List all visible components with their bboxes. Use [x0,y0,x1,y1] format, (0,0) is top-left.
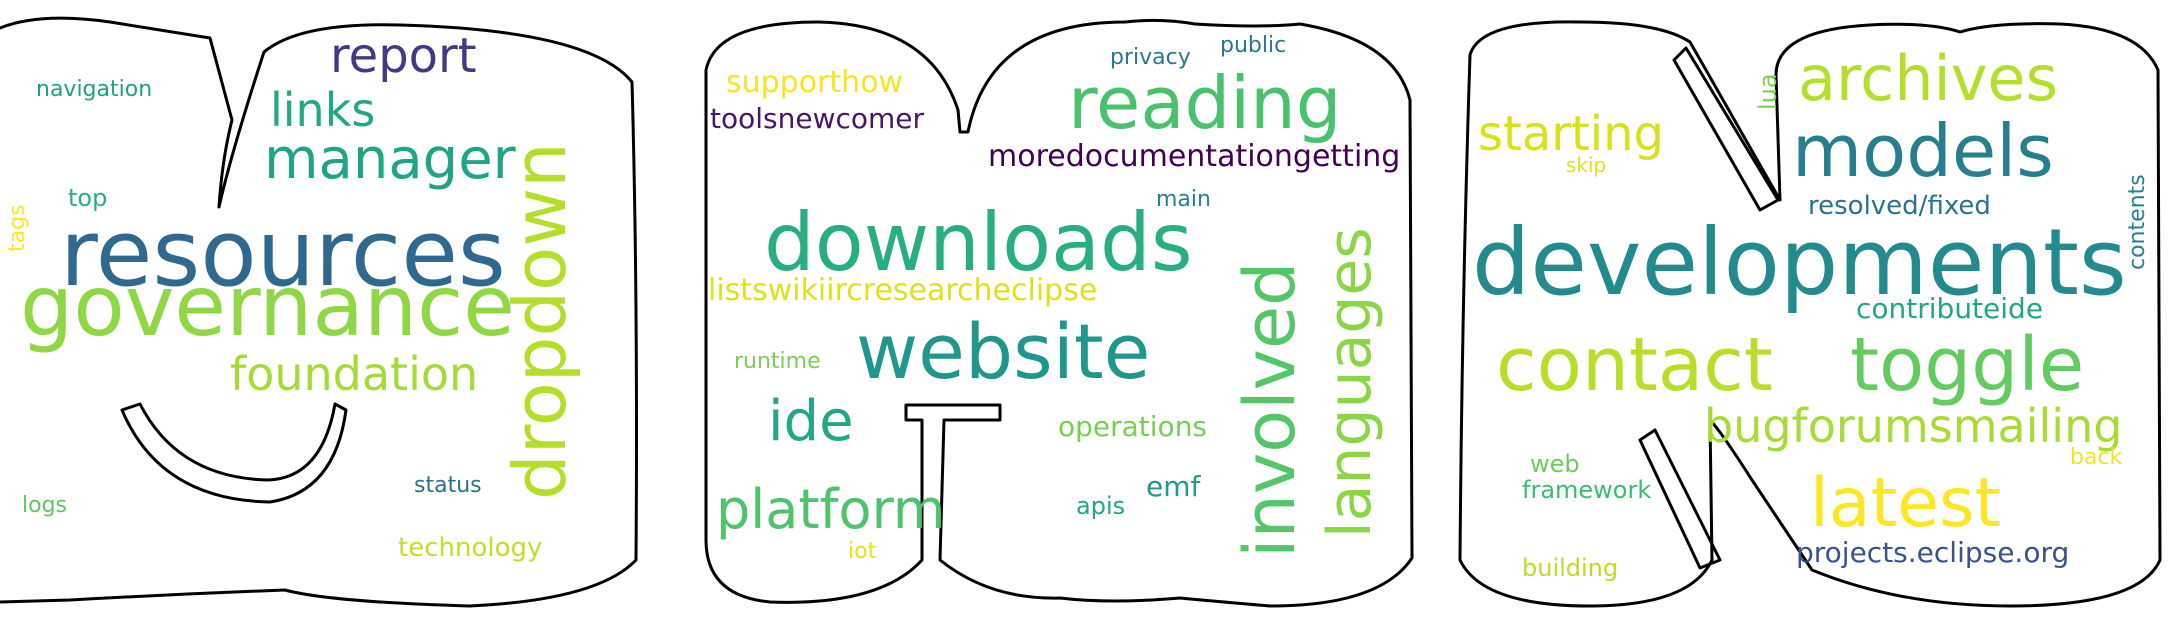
letter-n-diagonal-slot [1672,46,1780,212]
letter-n-outline [1458,20,2162,608]
word: bugforumsmailing [1704,399,2122,453]
word: emf [1146,470,1202,503]
word: contact [1496,322,1773,408]
word: navigation [36,77,152,102]
word: logs [22,493,67,518]
word: skip [1566,153,1606,177]
letter-s-inner-cut [120,402,348,504]
word: projects.eclipse.org [1796,536,2069,569]
word: moredocumentationgetting [988,139,1400,174]
word: resources [60,200,506,307]
word: foundation [230,347,478,401]
word: models [1792,109,2054,193]
letter-n-lower-slot [1638,428,1722,570]
word: runtime [734,349,821,374]
word: starting [1478,106,1664,162]
word: listswikiircresearcheclipse [708,273,1097,308]
cloud-n-words: developments contact toggle models archi… [1472,42,2150,582]
word: web [1530,450,1580,478]
word: dropdown [498,142,582,500]
cloud-g-words: downloads website reading involved langu… [708,33,1400,564]
word: contents [2125,174,2150,270]
word: iot [848,539,877,564]
word: technology [398,533,542,563]
word: platform [716,478,945,541]
word: website [856,307,1150,396]
word: public [1220,33,1286,58]
word: downloads [764,196,1193,289]
word: links [270,83,375,137]
word: toggle [1850,322,2084,408]
word: back [2070,445,2123,470]
word: lua [1754,73,1782,110]
word: framework [1522,476,1651,504]
word: supporthow [726,65,903,100]
cloud-s-words: resources governance dropdown manager re… [5,28,582,563]
word: tags [5,204,30,252]
word: ide [768,389,854,454]
word: resolved/fixed [1808,191,1991,221]
word: latest [1810,464,2001,543]
word: manager [264,127,517,192]
word: governance [20,257,515,355]
word: developments [1472,209,2127,316]
word: involved [1229,262,1311,558]
word: privacy [1110,45,1191,70]
word: toolsnewcomer [710,102,925,135]
word: report [330,28,477,84]
letter-s-outline [0,16,638,608]
word: languages [1315,227,1385,538]
letter-g-outline [704,18,1414,608]
word: operations [1058,410,1207,443]
word: reading [1068,61,1341,145]
word: contributeide [1856,292,2043,325]
word: main [1156,187,1211,212]
word: building [1522,554,1618,582]
word: apis [1076,492,1125,520]
word: top [68,184,107,212]
word: status [414,473,482,498]
word: archives [1798,42,2058,115]
